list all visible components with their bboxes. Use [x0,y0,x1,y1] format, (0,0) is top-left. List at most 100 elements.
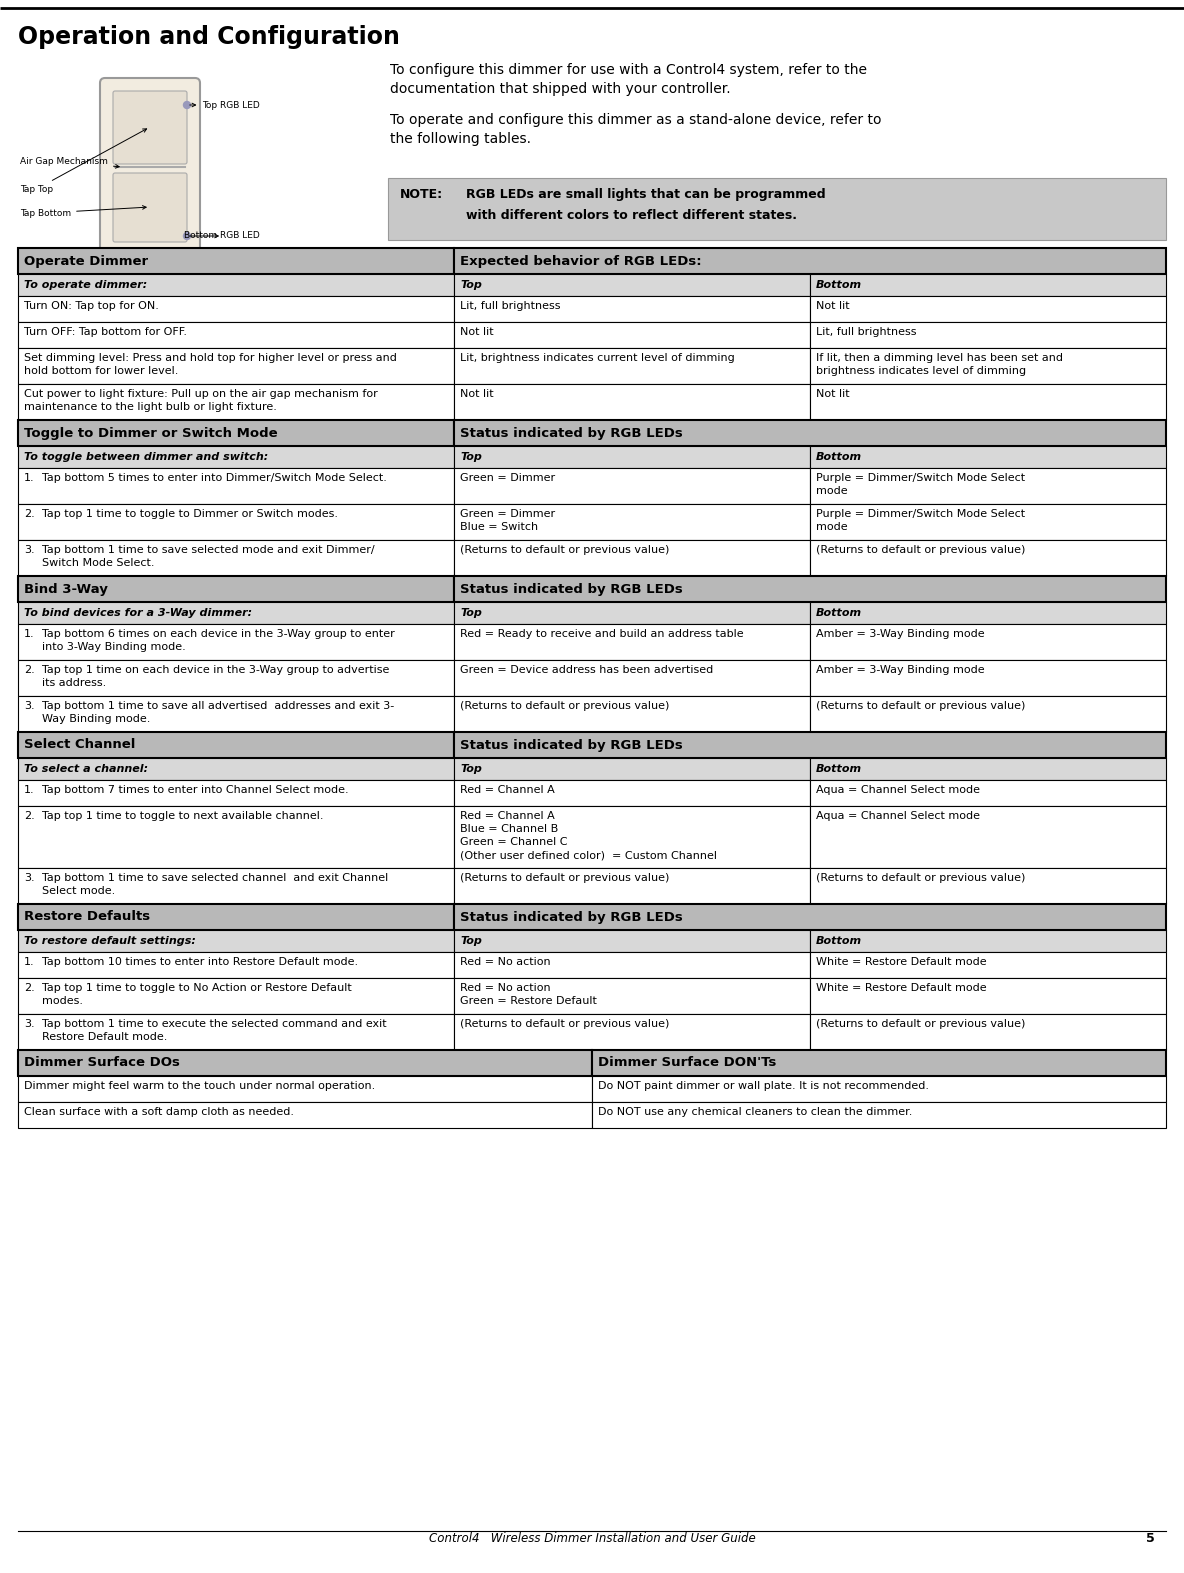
Text: Lit, brightness indicates current level of dimming: Lit, brightness indicates current level … [461,352,735,363]
Text: Way Binding mode.: Way Binding mode. [41,714,150,724]
Text: into 3-Way Binding mode.: into 3-Way Binding mode. [41,642,186,651]
Text: Top: Top [461,609,482,618]
Text: To operate dimmer:: To operate dimmer: [24,280,147,289]
Text: Tap bottom 7 times to enter into Channel Select mode.: Tap bottom 7 times to enter into Channel… [41,785,348,794]
Text: (Returns to default or previous value): (Returns to default or previous value) [816,544,1025,555]
Text: Red = Ready to receive and build an address table: Red = Ready to receive and build an addr… [461,629,744,639]
Text: Set dimming level: Press and hold top for higher level or press and: Set dimming level: Press and hold top fo… [24,352,397,363]
Bar [18,274,455,296]
Text: White = Restore Default mode: White = Restore Default mode [816,983,986,993]
Text: 2.: 2. [24,812,34,821]
Bar [810,780,1166,805]
Text: To operate and configure this dimmer as a stand-alone device, refer to: To operate and configure this dimmer as … [390,113,882,127]
Bar [455,384,810,420]
FancyBboxPatch shape [112,173,187,242]
Text: Red = No action: Red = No action [461,983,551,993]
Bar [18,1051,592,1076]
Bar [455,758,810,780]
Bar [18,576,455,602]
Bar [455,624,810,661]
Text: Blue = Channel B: Blue = Channel B [461,824,559,834]
Bar [18,503,455,540]
Text: Not lit: Not lit [461,327,494,337]
Bar [18,348,455,384]
Bar [18,868,455,904]
Text: Bottom: Bottom [816,280,862,289]
Text: Bottom: Bottom [816,764,862,774]
Text: Green = Dimmer: Green = Dimmer [461,510,555,519]
Bar [455,1015,810,1051]
Text: Not lit: Not lit [461,389,494,400]
Bar [18,780,455,805]
Text: Bottom: Bottom [816,936,862,945]
Text: Tap bottom 1 time to save all advertised  addresses and exit 3-: Tap bottom 1 time to save all advertised… [41,702,394,711]
Bar [388,178,1166,241]
Text: Lit, full brightness: Lit, full brightness [461,300,561,311]
Bar [18,384,455,420]
Bar [18,904,455,930]
Text: Restore Defaults: Restore Defaults [24,911,150,923]
Text: with different colors to reflect different states.: with different colors to reflect differe… [466,209,797,222]
Text: NOTE:: NOTE: [400,189,443,201]
Text: 3.: 3. [24,1019,34,1029]
Text: Cut power to light fixture: Pull up on the air gap mechanism for: Cut power to light fixture: Pull up on t… [24,389,378,400]
Text: Tap top 1 time to toggle to No Action or Restore Default: Tap top 1 time to toggle to No Action or… [41,983,352,993]
Bar [18,1076,592,1103]
Bar [810,540,1166,576]
Text: Operation and Configuration: Operation and Configuration [18,25,400,49]
Bar [455,296,810,322]
Bar [18,731,455,758]
Text: Purple = Dimmer/Switch Mode Select: Purple = Dimmer/Switch Mode Select [816,473,1025,483]
Circle shape [184,233,191,239]
Text: Switch Mode Select.: Switch Mode Select. [41,558,154,568]
Text: 3.: 3. [24,702,34,711]
Text: Do NOT paint dimmer or wall plate. It is not recommended.: Do NOT paint dimmer or wall plate. It is… [598,1081,929,1092]
Text: Green = Channel C: Green = Channel C [461,837,568,846]
Bar [18,447,455,469]
Text: (Returns to default or previous value): (Returns to default or previous value) [816,873,1025,882]
Text: Operate Dimmer: Operate Dimmer [24,255,148,267]
Bar [455,540,810,576]
Bar [18,624,455,661]
Bar [18,952,455,978]
Text: To restore default settings:: To restore default settings: [24,936,195,945]
Text: Tap bottom 5 times to enter into Dimmer/Switch Mode Select.: Tap bottom 5 times to enter into Dimmer/… [41,473,387,483]
Text: Not lit: Not lit [816,300,850,311]
Text: 1.: 1. [24,629,34,639]
Bar [455,780,810,805]
Text: Tap bottom 10 times to enter into Restore Default mode.: Tap bottom 10 times to enter into Restor… [41,956,358,967]
Text: Control4   Wireless Dimmer Installation and User Guide: Control4 Wireless Dimmer Installation an… [429,1532,755,1545]
Bar [810,930,1166,952]
Text: modes.: modes. [41,996,83,1007]
Text: Tap Top: Tap Top [20,129,147,193]
Bar [18,805,455,868]
Bar [455,420,1166,447]
Text: Blue = Switch: Blue = Switch [461,522,539,532]
Text: Turn ON: Tap top for ON.: Turn ON: Tap top for ON. [24,300,159,311]
Text: mode: mode [816,522,848,532]
Bar [810,1015,1166,1051]
FancyBboxPatch shape [99,79,200,263]
Text: Red = Channel A: Red = Channel A [461,785,555,794]
Text: the following tables.: the following tables. [390,132,530,146]
Bar [18,602,455,624]
Text: brightness indicates level of dimming: brightness indicates level of dimming [816,367,1027,376]
FancyBboxPatch shape [112,91,187,164]
Text: (Other user defined color)  = Custom Channel: (Other user defined color) = Custom Chan… [461,849,718,860]
Bar [810,348,1166,384]
Text: Red = Channel A: Red = Channel A [461,812,555,821]
Text: (Returns to default or previous value): (Returns to default or previous value) [461,544,670,555]
Text: maintenance to the light bulb or light fixture.: maintenance to the light bulb or light f… [24,403,277,412]
Text: White = Restore Default mode: White = Restore Default mode [816,956,986,967]
Bar [455,661,810,695]
Text: Aqua = Channel Select mode: Aqua = Channel Select mode [816,785,980,794]
Bar [455,930,810,952]
Bar [18,540,455,576]
Text: (Returns to default or previous value): (Returns to default or previous value) [816,702,1025,711]
Text: 2.: 2. [24,665,34,675]
Bar [592,1051,1166,1076]
Text: documentation that shipped with your controller.: documentation that shipped with your con… [390,82,731,96]
Bar [18,1015,455,1051]
Text: Green = Restore Default: Green = Restore Default [461,996,597,1007]
Bar [592,1103,1166,1128]
